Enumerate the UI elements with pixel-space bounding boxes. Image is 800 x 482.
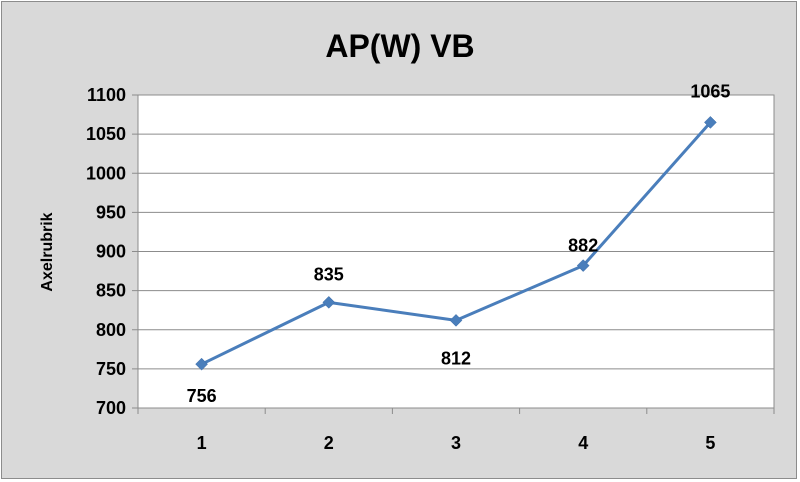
gridlines <box>138 94 774 409</box>
data-label: 756 <box>187 386 217 406</box>
data-point-1 <box>195 357 208 371</box>
data-point-4 <box>576 259 590 272</box>
x-tick-label: 2 <box>324 433 334 453</box>
y-tick-label: 850 <box>96 281 126 301</box>
data-points <box>195 116 717 371</box>
x-tick-labels: 1 2 3 4 5 <box>197 433 716 453</box>
y-tick-label: 1100 <box>87 85 126 105</box>
x-tick-label: 5 <box>705 433 715 453</box>
data-label: 835 <box>314 264 344 284</box>
x-tick-label: 3 <box>451 433 461 453</box>
x-tick-label: 4 <box>578 433 588 453</box>
y-tick-label: 700 <box>96 398 126 418</box>
data-label: 1065 <box>690 81 730 101</box>
y-tick-labels: 700 750 800 850 900 950 1000 1050 1100 <box>86 85 126 418</box>
chart-title: AP(W) VB <box>325 28 474 64</box>
data-point-2 <box>322 296 336 309</box>
data-point-3 <box>449 314 463 327</box>
y-tick-label: 1050 <box>86 124 126 144</box>
y-tick-label: 800 <box>96 320 126 340</box>
axes <box>132 94 775 414</box>
data-label: 882 <box>568 236 598 256</box>
data-labels: 756 835 812 882 1065 <box>187 81 731 406</box>
y-tick-label: 900 <box>96 242 126 262</box>
y-axis-label: Axelrubrik <box>39 212 56 291</box>
data-label: 812 <box>441 348 471 368</box>
data-point-5 <box>704 116 717 129</box>
y-tick-label: 1000 <box>86 163 126 183</box>
x-tick-label: 1 <box>197 433 207 453</box>
y-tick-label: 950 <box>96 202 126 222</box>
y-tick-label: 750 <box>96 359 126 379</box>
